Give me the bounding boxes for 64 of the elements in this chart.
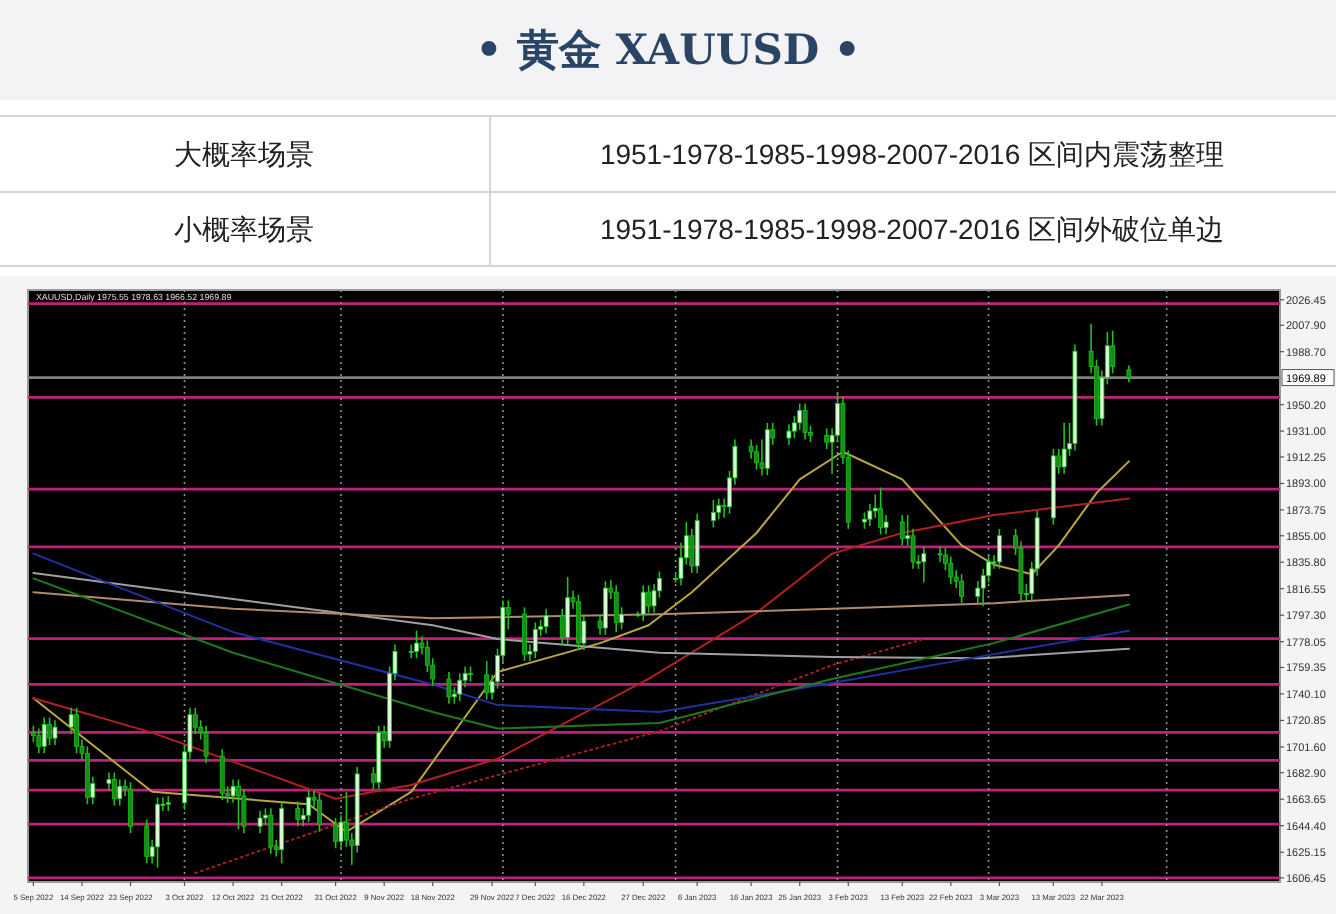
candlestick [144, 818, 150, 865]
candlestick [41, 716, 47, 755]
candlestick [899, 514, 905, 547]
candlestick [710, 499, 716, 529]
text: 1951-1978-1985-1998-2007-2016 区间外破位单边 [599, 213, 1225, 245]
candlestick [948, 555, 954, 585]
candlestick [52, 719, 58, 746]
candlestick [786, 423, 792, 446]
candlestick [883, 514, 889, 536]
chart-title: • 黄金 XAUUSD • [475, 24, 861, 74]
candlestick [111, 771, 117, 807]
candlestick [522, 606, 527, 662]
candlestick [117, 778, 123, 807]
line-series [32, 497, 1130, 800]
text: 大概率场景 [174, 138, 314, 170]
candlestick [236, 778, 241, 830]
candlestick [484, 660, 490, 701]
candlestick [203, 724, 209, 764]
candlestick [317, 792, 322, 833]
text: 小概率场景 [174, 213, 314, 245]
candlestick [996, 528, 1002, 570]
text: 1951-1978-1985-1998-2007-2016 区间内震荡整理 [599, 138, 1225, 170]
candlestick [921, 545, 927, 584]
candlestick [230, 778, 236, 804]
candlestick [279, 800, 285, 865]
line-series [32, 552, 1130, 713]
line-series [32, 577, 1130, 730]
candlestick [543, 607, 549, 635]
candlestick [764, 422, 770, 476]
candlestick [640, 584, 646, 622]
line-series [32, 571, 1130, 660]
candlestick [802, 402, 808, 441]
candlestick [565, 576, 571, 646]
candlestick [532, 621, 538, 660]
candlestick [306, 789, 312, 823]
line-series [194, 638, 925, 875]
candlestick [613, 584, 619, 633]
candlestick [414, 629, 419, 660]
candlestick [937, 545, 943, 563]
candlestick [47, 716, 52, 746]
line-series [32, 591, 1130, 620]
candlestick [257, 810, 263, 834]
candlestick [797, 402, 803, 431]
candlestick [694, 512, 700, 574]
candlestick [457, 672, 463, 702]
candlestick [219, 748, 225, 801]
candlestick [128, 781, 133, 834]
candlestick [576, 594, 581, 651]
candlestick [333, 817, 338, 850]
candlestick [716, 497, 722, 521]
candlestick [603, 580, 608, 636]
candlestick [1061, 422, 1067, 475]
candlestick [959, 573, 964, 605]
candlestick [878, 486, 884, 536]
candlestick [155, 796, 160, 869]
candlestick [1110, 329, 1116, 375]
candlestick [295, 800, 301, 828]
candlestick [754, 444, 759, 471]
candlestick [74, 707, 79, 755]
candlestick [646, 584, 651, 614]
candlestick [268, 807, 274, 855]
candlestick [446, 671, 452, 705]
candlestick [824, 427, 830, 450]
candlestick [84, 745, 90, 806]
